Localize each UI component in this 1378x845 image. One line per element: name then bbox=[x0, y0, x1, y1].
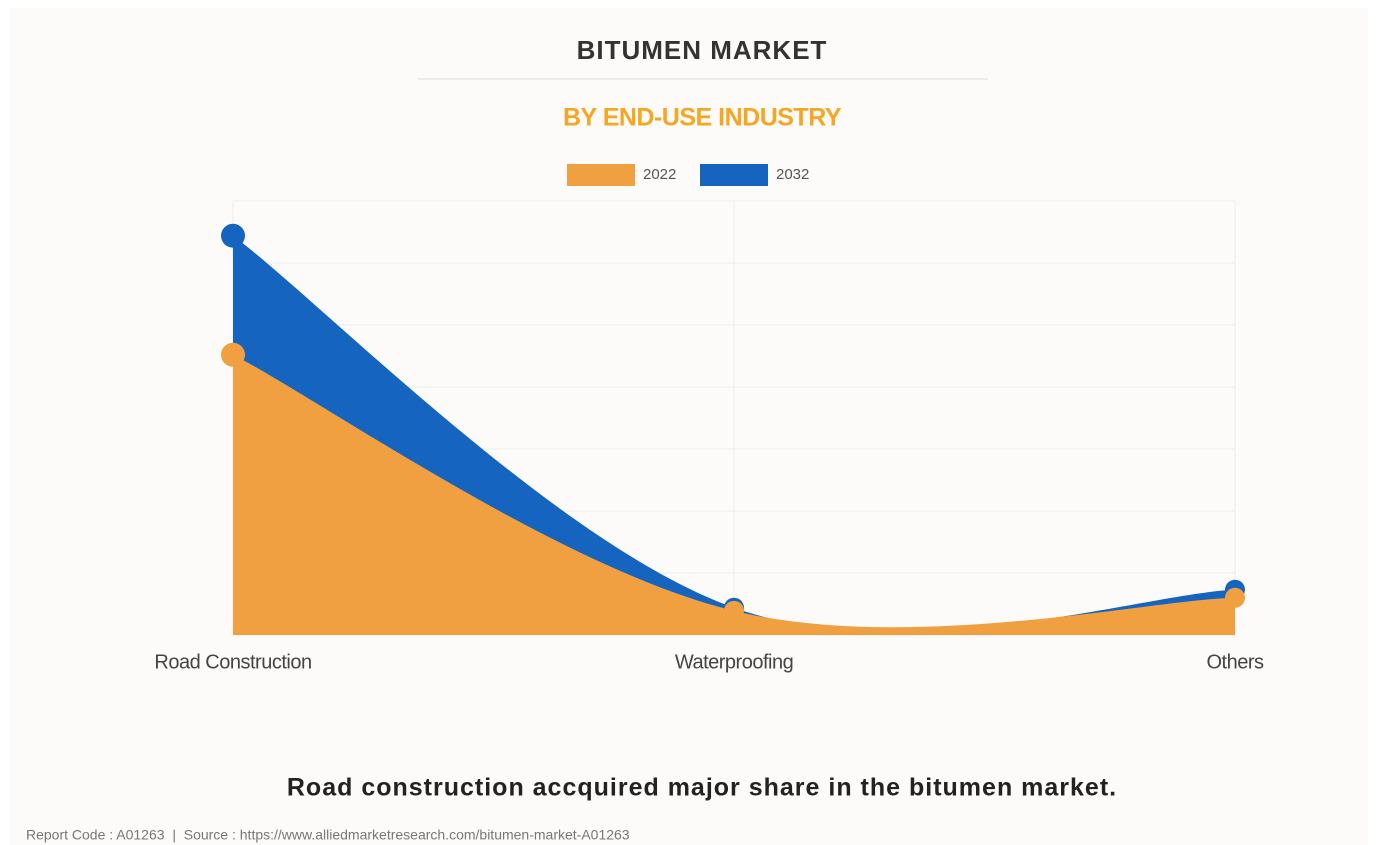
legend-swatch bbox=[567, 164, 635, 186]
background bbox=[10, 8, 1368, 845]
chart-subtitle: BY END-USE INDUSTRY bbox=[563, 104, 842, 132]
point-marker bbox=[221, 342, 245, 367]
footer: Report Code : A01263 | Source : https://… bbox=[26, 827, 630, 843]
x-tick-label: Others bbox=[1206, 651, 1264, 673]
x-tick-label: Road Construction bbox=[154, 651, 311, 673]
point-marker bbox=[221, 223, 245, 248]
area bbox=[233, 354, 1235, 635]
legend-label: 2032 bbox=[776, 166, 809, 183]
caption: Road construction accquired major share … bbox=[287, 774, 1117, 802]
legend-swatch bbox=[700, 164, 768, 186]
point-marker bbox=[724, 600, 744, 621]
legend-label: 2022 bbox=[643, 166, 676, 183]
chart-title: BITUMEN MARKET bbox=[577, 35, 828, 65]
x-tick-label: Waterproofing bbox=[675, 651, 793, 673]
point-marker bbox=[1225, 587, 1245, 608]
